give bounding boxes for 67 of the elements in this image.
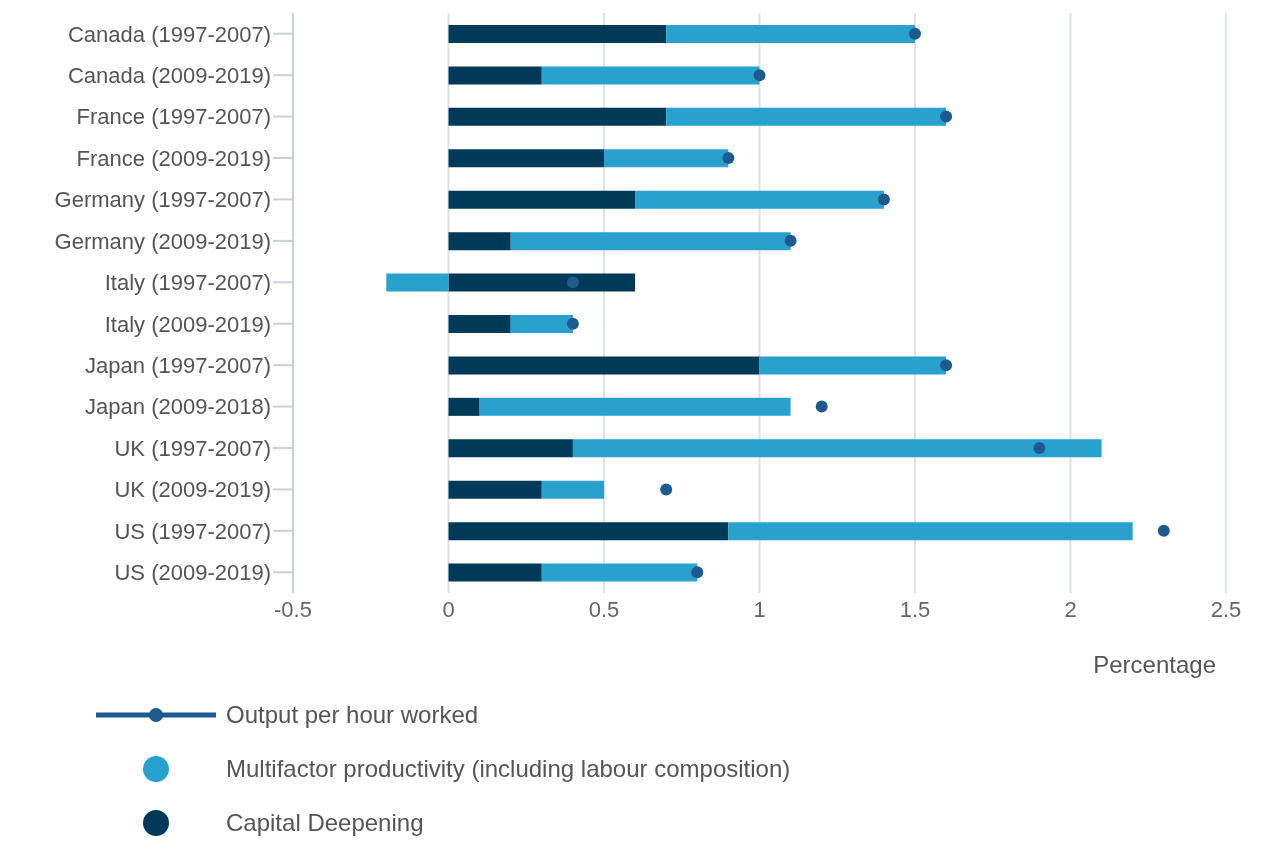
y-tick-label: UK (2009-2019) xyxy=(114,477,271,503)
y-tick-label: UK (1997-2007) xyxy=(114,435,271,461)
point xyxy=(815,400,828,413)
point xyxy=(566,276,579,289)
y-tick-label: Germany (1997-2007) xyxy=(54,187,271,213)
bar xyxy=(448,107,667,126)
y-tick-label: Italy (1997-2007) xyxy=(104,270,271,296)
y-tick-label: Japan (1997-2007) xyxy=(85,352,271,378)
x-tick-label: 0 xyxy=(442,596,455,622)
bar xyxy=(448,315,511,333)
bar xyxy=(448,273,636,292)
bar xyxy=(448,190,636,209)
point xyxy=(877,193,890,206)
point xyxy=(722,152,735,164)
y-tick-label: Canada (1997-2007) xyxy=(67,21,271,47)
bar xyxy=(448,356,760,375)
x-tick-label: 2 xyxy=(1064,596,1077,622)
bar xyxy=(510,232,791,251)
x-tick-label: 0.5 xyxy=(588,596,620,622)
point xyxy=(691,566,704,579)
x-tick-label: 1 xyxy=(753,596,766,622)
bar xyxy=(604,149,729,168)
y-tick-label: Japan (2009-2018) xyxy=(85,394,271,420)
legend-label: Multifactor productivity (including labour composition) xyxy=(226,755,791,783)
x-tick-label: 2.5 xyxy=(1210,596,1242,622)
bar xyxy=(635,190,884,209)
bar xyxy=(479,397,791,416)
y-tick-label: Germany (2009-2019) xyxy=(54,228,271,254)
x-axis-title: Percentage xyxy=(1093,651,1216,678)
bar xyxy=(510,315,573,333)
x-tick-label: -0.5 xyxy=(274,596,312,622)
bar xyxy=(448,480,542,499)
bar xyxy=(572,439,1102,458)
bar xyxy=(448,439,573,458)
y-tick-label: France (2009-2019) xyxy=(76,145,271,171)
y-tick-label: US (2009-2019) xyxy=(114,560,271,586)
y-tick-label: Italy (2009-2019) xyxy=(104,311,271,337)
bar xyxy=(448,232,511,251)
bar xyxy=(666,107,947,126)
point xyxy=(1157,524,1170,537)
legend-label: Output per hour worked xyxy=(226,701,479,729)
bar xyxy=(448,25,667,43)
bar xyxy=(448,397,480,416)
point xyxy=(753,69,766,82)
bar xyxy=(541,563,698,582)
bar xyxy=(541,480,604,499)
point xyxy=(660,483,673,496)
bar xyxy=(666,25,915,43)
point xyxy=(940,110,953,123)
x-tick-label: 1.5 xyxy=(899,596,931,622)
point xyxy=(1033,442,1046,454)
bar xyxy=(448,149,604,168)
bar xyxy=(448,66,542,85)
bar xyxy=(728,522,1133,541)
y-tick-label: France (1997-2007) xyxy=(76,104,271,130)
bar xyxy=(759,356,947,375)
bar xyxy=(386,273,449,292)
bar xyxy=(448,563,542,582)
point xyxy=(784,234,797,247)
y-tick-label: US (1997-2007) xyxy=(114,518,271,544)
y-tick-label: Canada (2009-2019) xyxy=(67,62,271,88)
bar xyxy=(541,66,760,85)
point xyxy=(940,359,953,372)
legend-label: Capital Deepening xyxy=(226,809,424,837)
bar xyxy=(448,522,729,541)
point xyxy=(909,27,921,40)
point xyxy=(566,317,579,330)
